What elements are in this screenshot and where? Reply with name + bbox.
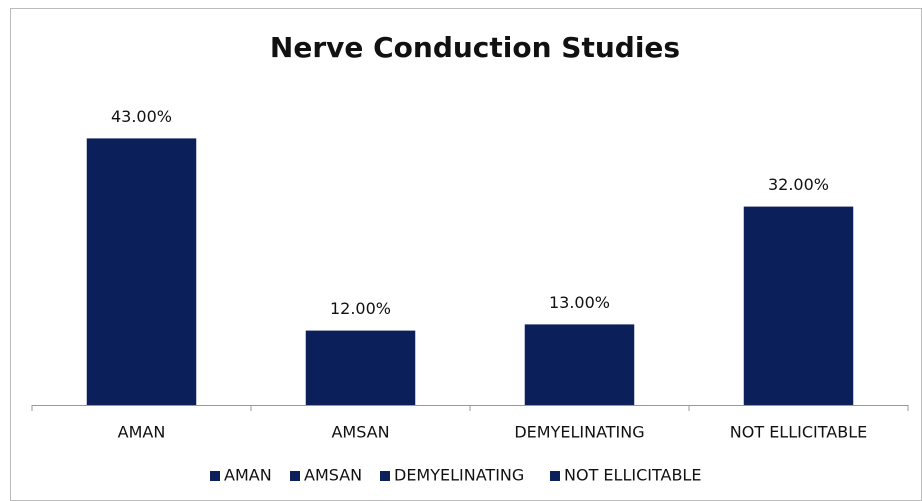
x-tick-label: DEMYELINATING [514,423,644,442]
data-label: 12.00% [330,299,391,318]
x-tick-label: NOT ELLICITABLE [730,423,867,442]
x-tick-label: AMAN [118,423,166,442]
bar [86,138,197,405]
data-label: 32.00% [768,175,829,194]
legend-swatch [380,471,390,481]
legend-swatch [210,471,220,481]
legend-label: NOT ELLICITABLE [564,466,701,485]
legend-label: AMSAN [304,466,362,485]
data-label: 43.00% [111,107,172,126]
legend-swatch [290,471,300,481]
bar [524,324,635,405]
x-tick-label: AMSAN [331,423,389,442]
legend-swatch [550,471,560,481]
bar [743,206,854,405]
bar [305,330,416,405]
chart-title: Nerve Conduction Studies [270,31,680,64]
legend-label: AMAN [224,466,272,485]
legend-label: DEMYELINATING [394,466,524,485]
data-label: 13.00% [549,293,610,312]
